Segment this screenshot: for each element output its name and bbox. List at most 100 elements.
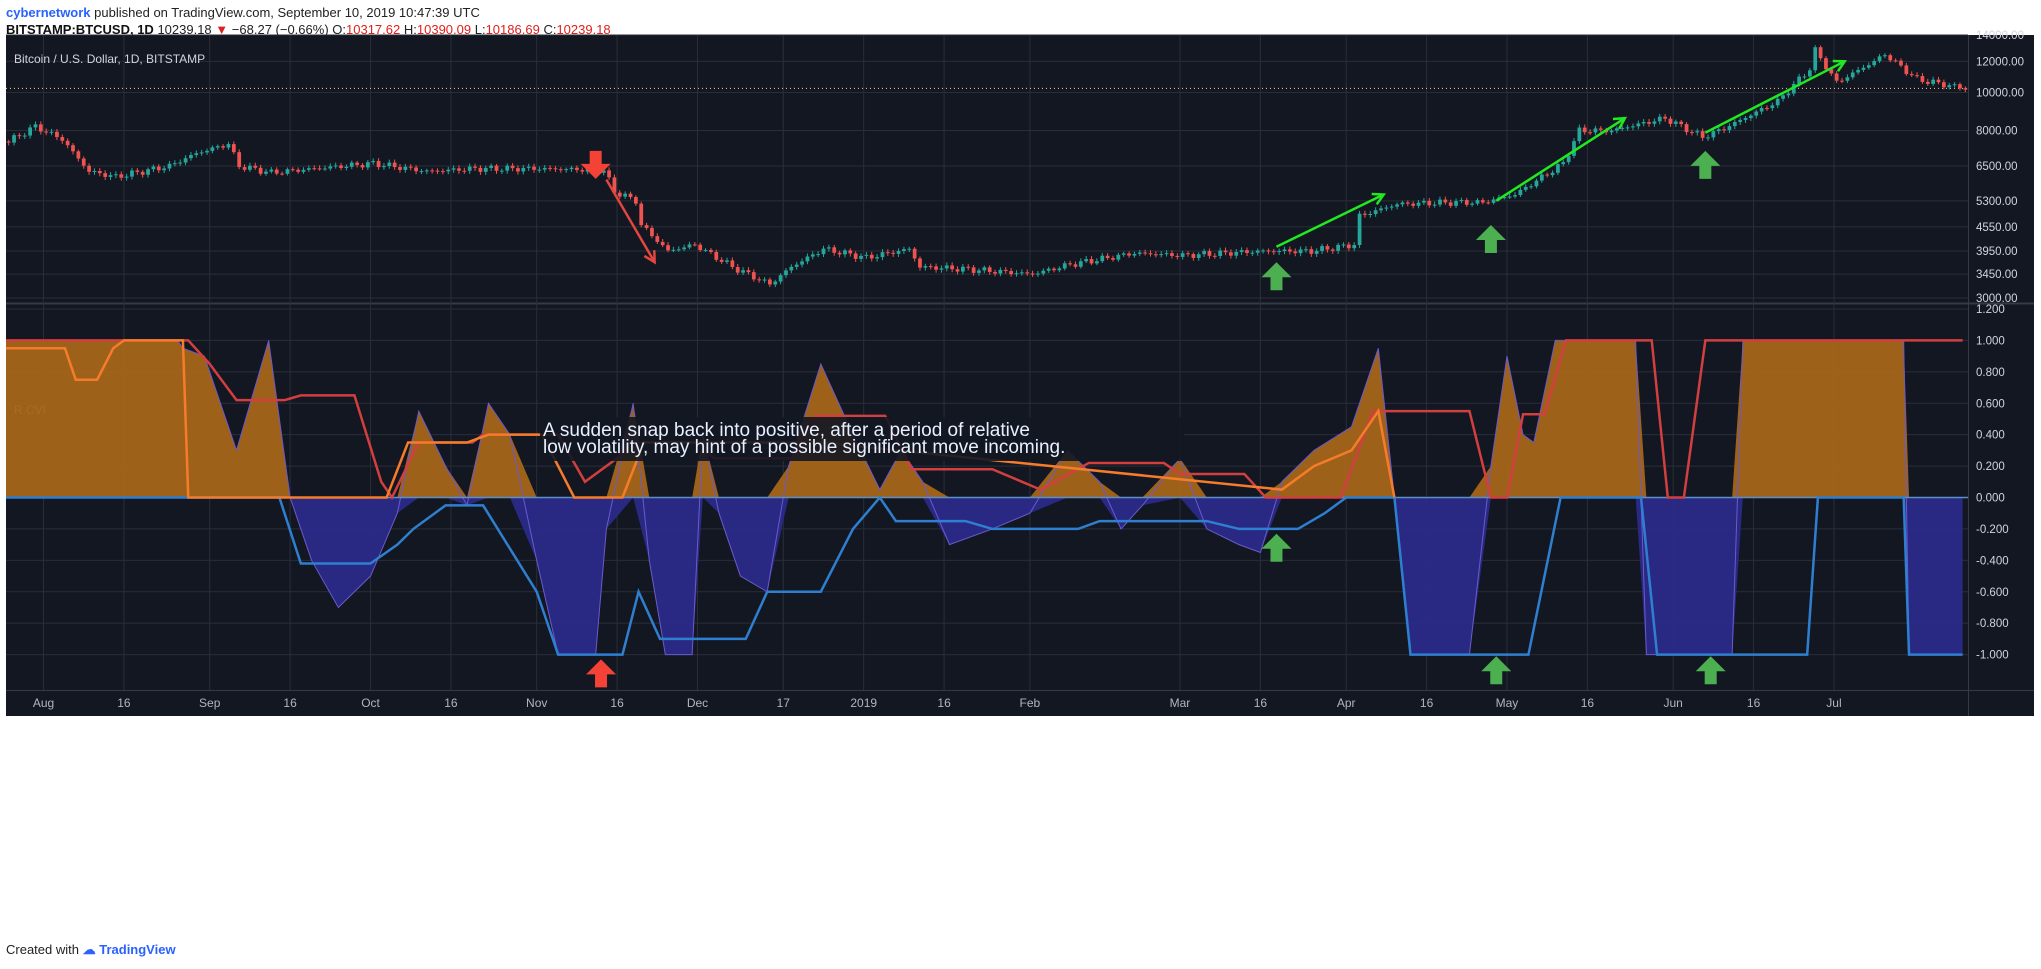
candle-body (1625, 127, 1630, 129)
x-tick-label: 17 (777, 696, 791, 710)
candle-body (1137, 252, 1142, 254)
candle-body (837, 252, 842, 255)
change-down-icon: ▼ (215, 22, 229, 37)
candle-body (1389, 206, 1394, 208)
candle-body (178, 162, 183, 164)
candle-body (1534, 180, 1539, 187)
arrow-down-icon (580, 150, 611, 179)
candle-body (1432, 204, 1437, 206)
candle-body (869, 254, 874, 259)
candle-body (1330, 249, 1335, 251)
candle-body (1052, 268, 1056, 271)
candle-body (961, 266, 965, 272)
tradingview-logo[interactable]: ☁ TradingView (82, 942, 176, 957)
candle-body (1019, 272, 1024, 274)
candle-body (725, 260, 729, 262)
candle-body (1840, 80, 1844, 82)
arrow-up-icon (1261, 262, 1292, 291)
candle-body (1942, 82, 1946, 88)
x-tick-label: Oct (361, 696, 380, 710)
rcvi-red-line (6, 339, 1963, 500)
candle-body (1636, 123, 1641, 127)
candle-body (146, 169, 150, 175)
candle-body (966, 266, 971, 268)
candle-body (1888, 55, 1893, 61)
trend-arrowhead-icon (1371, 192, 1387, 206)
candle-body (1298, 249, 1303, 254)
candle-body (499, 170, 504, 172)
candle-body (323, 168, 327, 170)
candle-body (1196, 254, 1201, 258)
candle-body (1904, 65, 1909, 75)
x-tick-label: Sep (199, 696, 221, 710)
candle-body (655, 236, 660, 242)
candle-body (1127, 253, 1131, 256)
candle-body (1582, 127, 1587, 133)
candle-body (644, 225, 649, 229)
rcvi-blue-line (6, 495, 1963, 656)
candle-body (698, 244, 703, 251)
candle-body (253, 165, 258, 168)
x-tick-label: Aug (33, 696, 54, 710)
candle-body (805, 256, 810, 262)
candle-body (1652, 121, 1657, 124)
price-tick-label: 5300.00 (1976, 196, 2018, 208)
candle-body (183, 158, 188, 163)
candle-body (307, 168, 311, 170)
candle-body (773, 281, 778, 285)
candle-body (516, 168, 520, 172)
candle-body (1068, 263, 1072, 265)
arrow-up-icon (1690, 150, 1721, 179)
candle-body (446, 169, 451, 172)
candle-body (1781, 95, 1785, 99)
candle-body (1480, 200, 1485, 203)
candle-body (1754, 111, 1759, 116)
candle-body (1309, 249, 1314, 254)
candle-body (360, 164, 365, 168)
candle-body (1170, 253, 1174, 256)
candle-body (505, 165, 510, 171)
candle-body (290, 169, 295, 171)
candle-body (124, 176, 129, 178)
candle-body (628, 193, 633, 198)
candle-body (1615, 128, 1619, 131)
candle-body (1529, 186, 1533, 188)
price-tick-label: 10000.00 (1976, 87, 2024, 99)
candle-body (1003, 269, 1008, 272)
candle-body (312, 168, 317, 170)
candle-body (215, 146, 220, 148)
candle-body (1266, 250, 1271, 252)
candle-body (71, 145, 75, 152)
candle-body (634, 197, 638, 204)
rcvi-tick-label: 1.000 (1976, 335, 2005, 347)
x-tick-label: 16 (610, 696, 624, 710)
candle-body (1180, 253, 1185, 257)
candle-body (328, 166, 333, 169)
author-link[interactable]: cybernetwork (6, 5, 91, 20)
candle-body (751, 272, 756, 280)
ohlc-line: BITSTAMP:BTCUSD, 1D 10239.18 ▼ −68.27 (−… (6, 21, 611, 38)
candle-body (1336, 244, 1340, 251)
candle-body (1802, 76, 1807, 78)
candle-body (22, 135, 27, 137)
candle-body (1899, 60, 1903, 66)
open-label: O: (332, 22, 347, 37)
candle-body (1765, 107, 1769, 109)
price-tick-label: 8000.00 (1976, 126, 2018, 138)
candle-body (114, 174, 118, 176)
rcvi-tick-label: -0.400 (1976, 555, 2009, 567)
candle-body (553, 168, 558, 170)
candle-body (1749, 115, 1753, 119)
candle-body (1641, 122, 1646, 124)
price-pane-title: Bitcoin / U.S. Dollar, 1D, BITSTAMP (14, 52, 205, 66)
candle-body (1212, 255, 1217, 257)
candle-body (923, 266, 928, 268)
candle-body (205, 150, 209, 153)
candle-body (483, 167, 488, 172)
candle-body (510, 165, 515, 169)
candle-body (1009, 271, 1013, 275)
candle-body (1738, 119, 1743, 122)
candle-body (135, 170, 140, 172)
candle-body (650, 228, 654, 237)
